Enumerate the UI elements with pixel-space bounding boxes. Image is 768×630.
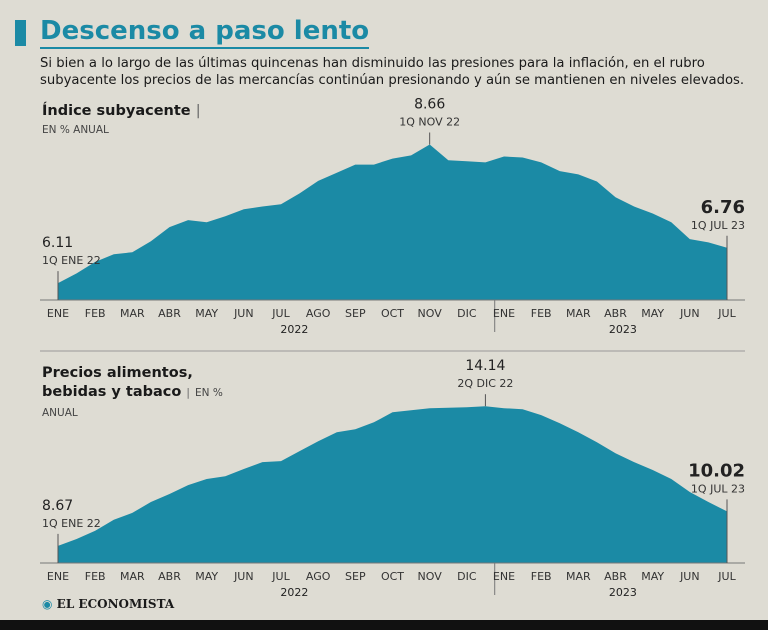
x-tick-label: JUL (271, 570, 290, 583)
x-tick-label: MAR (566, 307, 591, 320)
value-label: 8.66 (414, 96, 445, 112)
x-tick-label: JUN (679, 570, 700, 583)
x-tick-label: DIC (457, 307, 477, 320)
x-tick-label: ENE (47, 307, 69, 320)
x-tick-label: NOV (418, 307, 443, 320)
point-label: 1Q JUL 23 (691, 482, 745, 495)
x-tick-label: DIC (457, 570, 477, 583)
x-tick-label: OCT (381, 307, 404, 320)
year-label: 2022 (280, 323, 308, 336)
x-tick-label: JUN (679, 307, 700, 320)
value-label: 8.67 (42, 498, 73, 514)
x-tick-label: MAY (641, 570, 664, 583)
x-tick-label: JUL (271, 307, 290, 320)
x-tick-label: ABR (158, 307, 181, 320)
point-label: 2Q DIC 22 (457, 377, 513, 390)
point-label: 1Q ENE 22 (42, 517, 101, 530)
source: ◉ EL ECONOMISTA (42, 597, 175, 611)
value-label: 6.76 (701, 197, 745, 218)
x-tick-label: AGO (306, 570, 331, 583)
area (58, 144, 727, 300)
chart-unit: EN % ANUAL (42, 124, 109, 136)
x-tick-label: ENE (493, 307, 515, 320)
subtitle: Si bien a lo largo de las últimas quince… (40, 56, 745, 88)
x-tick-label: FEB (531, 307, 552, 320)
chart-title: Precios alimentos, bebidas y tabaco | EN… (42, 365, 223, 419)
x-tick-label: MAR (120, 570, 145, 583)
x-tick-label: MAR (120, 307, 145, 320)
x-tick-label: ABR (604, 570, 627, 583)
value-label: 14.14 (465, 358, 505, 374)
value-label: 6.11 (42, 235, 73, 251)
x-tick-label: FEB (85, 307, 106, 320)
x-tick-label: ENE (493, 570, 515, 583)
x-tick-label: JUL (717, 307, 736, 320)
x-tick-label: ABR (158, 570, 181, 583)
x-tick-label: MAY (195, 570, 218, 583)
area (58, 406, 727, 563)
x-tick-label: FEB (85, 570, 106, 583)
title-bar (15, 20, 26, 46)
x-tick-label: JUN (233, 307, 254, 320)
year-label: 2023 (609, 323, 637, 336)
x-tick-label: JUN (233, 570, 254, 583)
x-tick-label: AGO (306, 307, 331, 320)
x-tick-label: MAR (566, 570, 591, 583)
x-tick-label: MAY (195, 307, 218, 320)
x-tick-label: OCT (381, 570, 404, 583)
year-label: 2022 (280, 586, 308, 599)
x-tick-label: ENE (47, 570, 69, 583)
point-label: 1Q NOV 22 (399, 115, 460, 128)
year-label: 2023 (609, 586, 637, 599)
chart-title: Índice subyacente | (42, 103, 201, 119)
value-label: 10.02 (688, 460, 745, 481)
x-tick-label: MAY (641, 307, 664, 320)
x-tick-label: SEP (345, 570, 366, 583)
x-tick-label: JUL (717, 570, 736, 583)
x-tick-label: NOV (418, 570, 443, 583)
point-label: 1Q JUL 23 (691, 219, 745, 232)
x-tick-label: SEP (345, 307, 366, 320)
point-label: 1Q ENE 22 (42, 254, 101, 267)
x-tick-label: FEB (531, 570, 552, 583)
footer-bar (0, 620, 768, 630)
title: Descenso a paso lento (40, 16, 370, 49)
x-tick-label: ABR (604, 307, 627, 320)
